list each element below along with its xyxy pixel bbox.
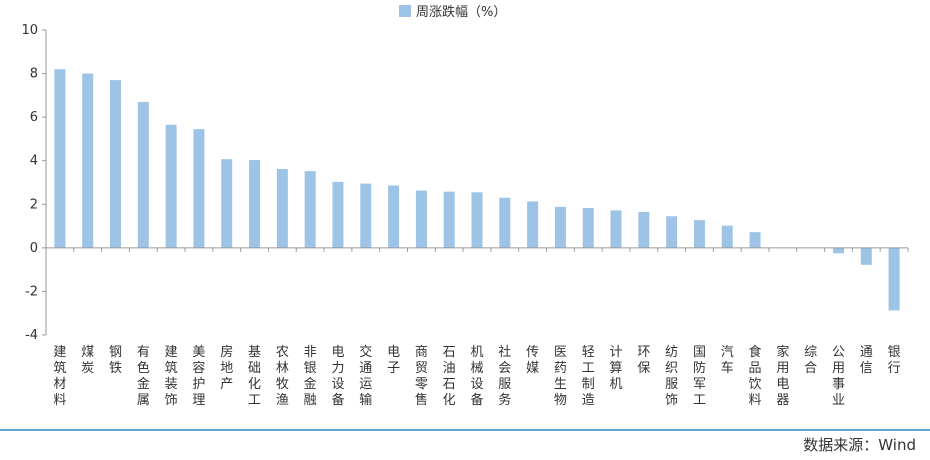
category-label: 机械设备 <box>470 345 483 408</box>
legend-swatch <box>399 5 411 17</box>
bar <box>693 220 705 248</box>
category-label: 有色金属 <box>137 345 150 408</box>
y-tick-label: -2 <box>25 284 38 299</box>
category-label: 钢铁 <box>109 345 122 376</box>
bar <box>332 181 344 248</box>
category-label: 基础化工 <box>248 345 261 408</box>
bars <box>54 69 900 311</box>
bar <box>249 160 261 248</box>
category-label: 房地产 <box>220 344 233 392</box>
y-tick-label: 10 <box>21 23 38 38</box>
source-note: 数据来源：Wind <box>803 436 916 454</box>
bar <box>193 129 205 248</box>
category-label: 医药生物 <box>554 345 567 408</box>
bar <box>165 124 177 248</box>
category-label: 通信 <box>860 345 873 376</box>
bar <box>554 206 566 248</box>
y-tick-label: 2 <box>30 197 38 212</box>
y-tick-label: 8 <box>30 67 38 82</box>
bar <box>388 185 400 248</box>
y-tick-label: -4 <box>25 328 38 343</box>
category-label: 食品饮料 <box>749 344 762 408</box>
x-axis <box>45 247 909 252</box>
category-label: 汽车 <box>721 345 734 376</box>
y-tick-label: 0 <box>30 241 38 256</box>
category-label: 公用事业 <box>832 345 845 408</box>
category-label: 轻工制造 <box>582 345 595 408</box>
bar <box>527 201 539 248</box>
category-label: 银行 <box>888 345 901 376</box>
category-label: 家用电器 <box>776 344 789 408</box>
category-label: 传媒 <box>526 345 539 376</box>
bar <box>221 159 233 248</box>
category-label: 环保 <box>637 345 650 376</box>
bar <box>137 101 149 248</box>
bar <box>749 232 761 248</box>
bar <box>110 80 122 248</box>
legend-label: 周涨跌幅（%） <box>416 4 506 20</box>
category-label: 非银金融 <box>304 345 317 408</box>
bar <box>860 247 872 265</box>
bar <box>832 247 844 254</box>
category-label: 电子 <box>387 345 400 376</box>
category-label: 美容护理 <box>192 345 205 408</box>
bar <box>499 197 511 248</box>
category-label: 综合 <box>804 345 817 376</box>
bar <box>360 183 372 248</box>
bar <box>304 171 316 248</box>
bar <box>610 210 622 248</box>
category-label: 国防军工 <box>693 345 706 408</box>
y-tick-label: 6 <box>30 110 38 125</box>
bar <box>82 73 94 248</box>
category-label: 农林牧渔 <box>276 345 289 408</box>
y-tick-label: 4 <box>30 154 38 169</box>
category-label: 社会服务 <box>498 344 511 408</box>
category-label: 建筑材料 <box>53 345 66 408</box>
bar <box>54 69 66 248</box>
bar <box>721 225 733 248</box>
category-label: 交通运输 <box>359 344 372 408</box>
category-label: 商贸零售 <box>415 345 428 408</box>
bar <box>471 192 483 248</box>
legend: 周涨跌幅（%） <box>399 4 506 20</box>
bar <box>666 216 678 248</box>
bar <box>276 168 288 248</box>
bar <box>888 247 900 311</box>
bar <box>638 211 650 248</box>
y-axis: -4 -2 0 2 4 6 8 10 <box>21 23 47 343</box>
bar <box>415 190 427 248</box>
category-label: 石油石化 <box>443 345 456 408</box>
bar <box>443 191 455 248</box>
category-label: 计算机 <box>610 345 623 392</box>
category-label: 煤炭 <box>81 345 94 376</box>
category-label: 建筑装饰 <box>165 345 178 408</box>
bar <box>582 207 594 248</box>
category-label: 电力设备 <box>331 345 344 408</box>
category-label: 纺织服饰 <box>665 345 678 408</box>
